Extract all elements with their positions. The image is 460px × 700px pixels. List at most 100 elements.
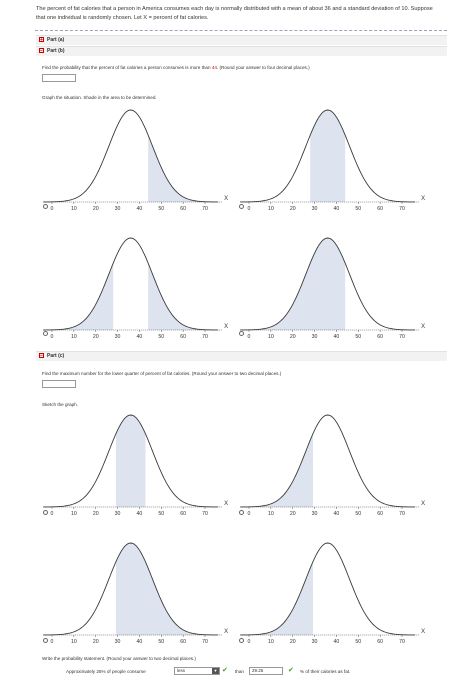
axis-label-x: X bbox=[421, 196, 425, 202]
part-b-header[interactable]: − Part (b) bbox=[36, 46, 447, 56]
tick-label: 10 bbox=[268, 511, 274, 517]
radio-option-b1[interactable] bbox=[43, 204, 48, 209]
axis-label-x: X bbox=[224, 324, 228, 330]
tick-label: 30 bbox=[115, 639, 121, 645]
tick-label: 60 bbox=[377, 511, 383, 517]
tick-label: 20 bbox=[93, 206, 99, 212]
axis-label-x: X bbox=[224, 501, 228, 507]
normal-curve-graph: X 0 10 20 30 40 50 60 70 bbox=[240, 542, 425, 645]
part-c-answer-input[interactable] bbox=[42, 380, 76, 388]
part-c-graph-prompt: Sketch the graph. bbox=[42, 402, 79, 407]
tick-label: 30 bbox=[312, 206, 318, 212]
axis-label-x: X bbox=[224, 196, 228, 202]
shaded-region bbox=[310, 110, 346, 202]
normal-curve-graph: X 0 10 20 30 40 50 60 70 bbox=[43, 237, 228, 340]
statement-value-input[interactable]: 29.25 bbox=[249, 667, 283, 675]
shaded-region bbox=[148, 263, 219, 330]
tick-label: 0 bbox=[51, 511, 54, 517]
normal-curve bbox=[240, 542, 416, 636]
tick-label: 30 bbox=[115, 511, 121, 517]
check-icon: ✔ bbox=[222, 667, 228, 674]
normal-curve bbox=[240, 237, 416, 331]
tick-label: 70 bbox=[399, 334, 405, 340]
shaded-region bbox=[240, 561, 313, 635]
tick-label: 0 bbox=[248, 511, 251, 517]
tick-label: 0 bbox=[51, 334, 54, 340]
tick-label: 40 bbox=[334, 639, 340, 645]
normal-curve bbox=[43, 542, 219, 636]
normal-curve bbox=[43, 414, 219, 508]
tick-label: 60 bbox=[180, 206, 186, 212]
graph-option-b4: X 0 10 20 30 40 50 60 70 bbox=[227, 228, 425, 340]
tick-label: 20 bbox=[290, 334, 296, 340]
shaded-region bbox=[115, 415, 146, 507]
normal-curve bbox=[240, 414, 416, 508]
tick-label: 30 bbox=[312, 334, 318, 340]
tick-label: 40 bbox=[137, 334, 143, 340]
tick-label: 50 bbox=[355, 511, 361, 517]
radio-option-b4[interactable] bbox=[239, 331, 244, 336]
tick-label: 20 bbox=[290, 206, 296, 212]
tick-label: 60 bbox=[180, 639, 186, 645]
normal-curve-graph: X 0 10 20 30 40 50 60 70 bbox=[43, 542, 228, 645]
statement-select[interactable]: less ▼ bbox=[174, 667, 220, 675]
tick-label: 40 bbox=[137, 206, 143, 212]
radio-option-c2[interactable] bbox=[239, 510, 244, 515]
statement-mid: than bbox=[235, 669, 244, 674]
tick-label: 20 bbox=[93, 334, 99, 340]
part-b-graph-prompt: Graph the situation. Shade in the area t… bbox=[42, 95, 157, 100]
problem-intro: The percent of fat calories that a perso… bbox=[36, 6, 433, 21]
radio-option-b2[interactable] bbox=[239, 204, 244, 209]
radio-option-c1[interactable] bbox=[43, 510, 48, 515]
question-value: 44 bbox=[211, 65, 217, 70]
tick-label: 40 bbox=[334, 206, 340, 212]
shaded-region bbox=[240, 433, 313, 507]
tick-label: 20 bbox=[290, 511, 296, 517]
part-a-label: Part (a) bbox=[47, 37, 65, 43]
tick-label: 40 bbox=[334, 334, 340, 340]
tick-label: 50 bbox=[158, 206, 164, 212]
tick-label: 40 bbox=[137, 511, 143, 517]
part-b-answer-input[interactable] bbox=[42, 74, 76, 82]
tick-label: 40 bbox=[137, 639, 143, 645]
tick-label: 70 bbox=[202, 639, 208, 645]
axis-label-x: X bbox=[421, 324, 425, 330]
graph-option-b3: X 0 10 20 30 40 50 60 70 bbox=[30, 228, 228, 340]
minus-square-icon: − bbox=[39, 353, 44, 360]
tick-label: 20 bbox=[93, 639, 99, 645]
shaded-region bbox=[240, 238, 346, 330]
shaded-region bbox=[115, 543, 205, 635]
tick-label: 10 bbox=[71, 334, 77, 340]
radio-option-b3[interactable] bbox=[43, 331, 48, 336]
axis-label-x: X bbox=[421, 629, 425, 635]
tick-label: 70 bbox=[399, 511, 405, 517]
tick-label: 10 bbox=[71, 206, 77, 212]
graph-option-b2: X 0 10 20 30 40 50 60 70 bbox=[227, 100, 425, 212]
tick-label: 10 bbox=[71, 511, 77, 517]
tick-label: 20 bbox=[93, 511, 99, 517]
shaded-region bbox=[43, 263, 114, 330]
part-c-header[interactable]: − Part (c) bbox=[36, 351, 447, 361]
tick-label: 0 bbox=[248, 639, 251, 645]
part-a-header[interactable]: + Part (a) bbox=[36, 35, 447, 45]
tick-label: 60 bbox=[180, 334, 186, 340]
part-c-question: Find the maximum number for the lower qu… bbox=[42, 371, 282, 376]
part-c-label: Part (c) bbox=[47, 353, 65, 359]
plus-square-icon: + bbox=[39, 37, 44, 44]
statement-prefix: Approximately 25% of people consume bbox=[66, 669, 146, 674]
axis-label-x: X bbox=[224, 629, 228, 635]
tick-label: 10 bbox=[268, 206, 274, 212]
tick-label: 60 bbox=[377, 206, 383, 212]
minus-square-icon: − bbox=[39, 48, 44, 55]
tick-label: 70 bbox=[202, 334, 208, 340]
radio-option-c4[interactable] bbox=[239, 638, 244, 643]
statement-select-value: less bbox=[177, 668, 186, 673]
tick-label: 50 bbox=[355, 334, 361, 340]
tick-label: 70 bbox=[202, 511, 208, 517]
tick-label: 10 bbox=[71, 639, 77, 645]
normal-curve-graph: X 0 10 20 30 40 50 60 70 bbox=[43, 414, 228, 517]
tick-label: 40 bbox=[334, 511, 340, 517]
tick-label: 30 bbox=[312, 511, 318, 517]
radio-option-c3[interactable] bbox=[43, 638, 48, 643]
tick-label: 30 bbox=[115, 334, 121, 340]
